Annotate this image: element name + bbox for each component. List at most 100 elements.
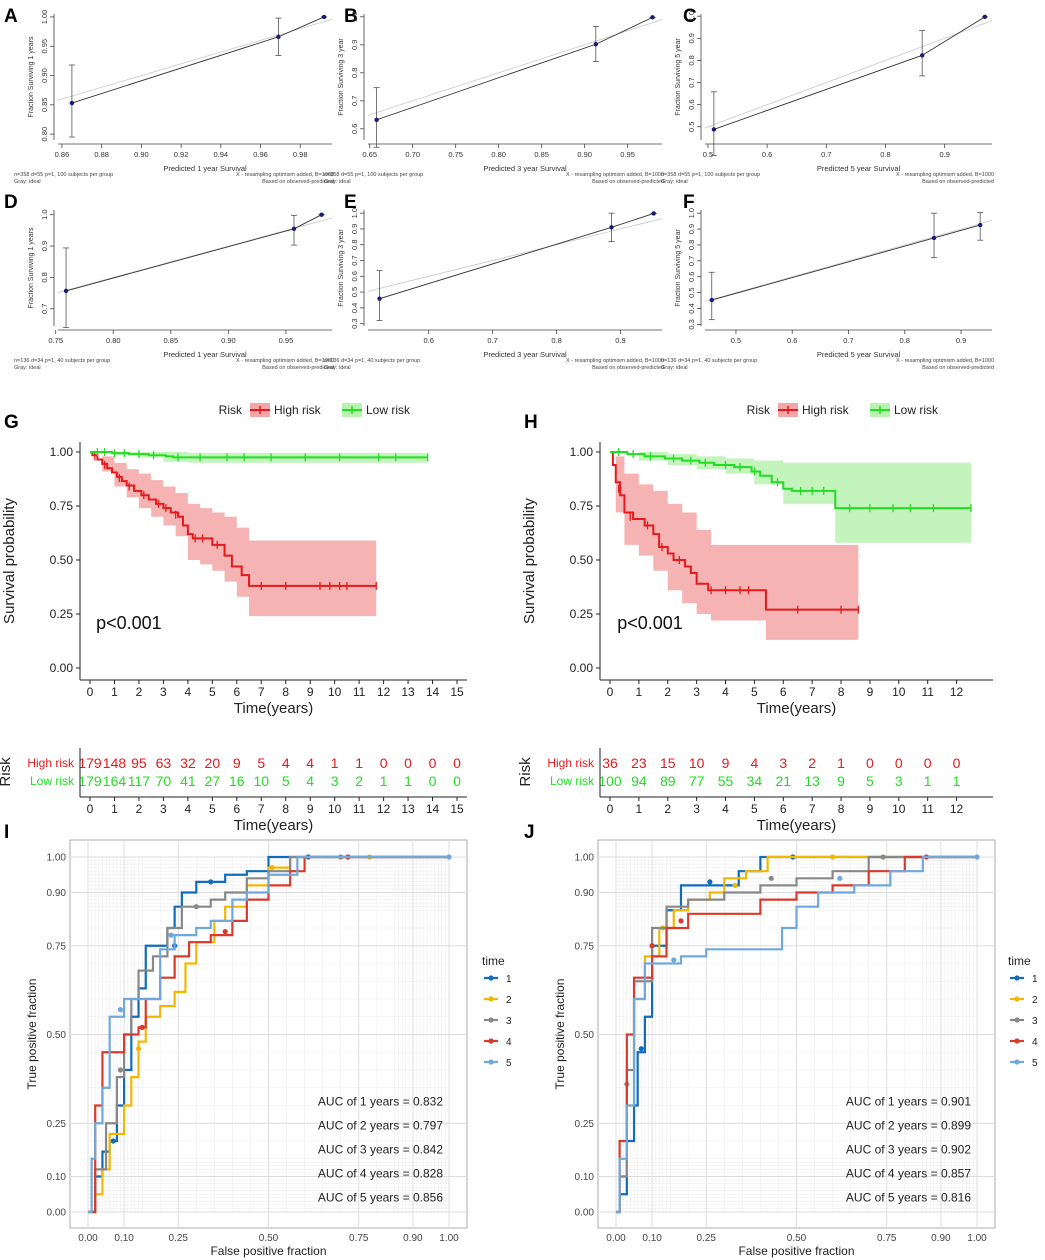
y-axis-title: Fraction Surviving 5 year (675, 38, 682, 116)
risk-x-tick-label: 10 (328, 802, 342, 816)
footer-note-right: Based on observed-predicted (592, 365, 664, 371)
y-tick-label: 0.00 (570, 661, 594, 675)
x-axis-title: Predicted 5 year Survival (817, 164, 901, 173)
calibration-plot-d: 0.75 0.80 0.85 0.90 0.95 0.7 0.8 0.9 1.0 Fraction… (14, 209, 334, 371)
panel-label-f: F (683, 192, 695, 213)
risk-count: 3 (895, 773, 903, 789)
x-tick-label: 0.5 (731, 336, 741, 345)
risk-count: 10 (253, 773, 269, 789)
risk-count: 0 (953, 755, 961, 771)
risk-x-tick-label: 8 (282, 802, 289, 816)
y-tick-label: 0.9 (350, 40, 359, 50)
footer-note-left: n=358 d=55 p=1, 100 subjects per group (14, 172, 113, 178)
x-tick-label: 0.50 (787, 1233, 807, 1244)
y-tick-label: 0.7 (40, 304, 49, 314)
y-tick-label: 0.80 (40, 127, 49, 142)
ideal-line (367, 19, 663, 116)
calibration-point (609, 225, 614, 230)
y-tick-label: 0.10 (575, 1172, 595, 1183)
footer-note-right: Based on observed-predicted (262, 179, 334, 185)
y-tick-label: 0.25 (570, 607, 594, 621)
x-tick-label: 0.10 (114, 1233, 134, 1244)
calibration-point (709, 297, 714, 303)
x-tick-label: 10 (328, 685, 342, 699)
roc-point (732, 882, 738, 889)
x-tick-label: 0.8 (900, 336, 910, 345)
legend-key-point (488, 975, 494, 981)
x-tick-label: 11 (353, 685, 366, 699)
risk-x-tick-label: 3 (693, 802, 700, 816)
risk-count: 13 (804, 773, 820, 789)
x-axis-title: Predicted 5 year Survival (817, 350, 901, 359)
footer-note-right: X - resampling optimism added, B=1000 (236, 172, 334, 178)
x-tick-label: 4 (185, 685, 192, 699)
risk-count: 4 (282, 755, 290, 771)
risk-x-tick-label: 10 (892, 802, 906, 816)
x-tick-label: 0.80 (491, 150, 506, 159)
risk-x-tick-label: 9 (307, 802, 314, 816)
panel-label-j: J (524, 822, 535, 843)
risk-count: 1 (331, 755, 339, 771)
survival-curve-high-risk (90, 451, 377, 587)
roc-point (678, 918, 684, 924)
y-tick-label: 0.9 (687, 33, 696, 43)
survival-curve-high-risk (610, 451, 859, 611)
footer-note-right: Based on observed-predicted (922, 365, 994, 371)
calibration-point (931, 235, 937, 241)
confidence-band-low-risk (610, 452, 971, 543)
survival-curve-low-risk (90, 451, 428, 459)
panel-label-e: E (344, 192, 357, 213)
calibration-line (713, 16, 986, 130)
risk-x-axis-title: Time(years) (234, 817, 313, 834)
roc-curve-3 (88, 855, 449, 1214)
risk-x-axis-title: Time(years) (757, 817, 836, 834)
x-axis-title: Predicted 3 year Survival (483, 164, 567, 173)
risk-count: 1 (404, 773, 412, 789)
risk-table-title: Risk (0, 757, 14, 787)
risk-x-tick-label: 1 (111, 802, 118, 816)
roc-plot-j: 0.00 0.10 0.25 0.50 0.75 0.90 1.00 0.00 0.10 0.25… (553, 839, 1038, 1258)
risk-count: 0 (429, 773, 437, 789)
x-tick-label: 0.8 (551, 336, 561, 345)
y-axis-title: Fraction Surviving 3 year (338, 38, 345, 116)
roc-point (135, 1046, 142, 1052)
x-axis-title: Predicted 3 year Survival (483, 350, 567, 359)
risk-x-tick-label: 11 (353, 802, 366, 816)
risk-count: 23 (631, 755, 647, 771)
x-tick-label: 0.90 (134, 150, 149, 159)
x-tick-label: 0.70 (405, 150, 420, 159)
y-tick-label: 0.6 (350, 271, 359, 281)
y-tick-label: 0.25 (575, 1119, 595, 1130)
y-tick-label: 0.75 (47, 941, 67, 952)
footer-note-right: X - resampling optimism added, B=1000 (566, 358, 664, 364)
footer-note-right: Based on observed-predicted (922, 179, 994, 185)
ideal-line (57, 217, 333, 293)
risk-count: 0 (380, 755, 388, 771)
risk-count: 41 (180, 773, 196, 789)
legend-key-point (488, 1059, 494, 1065)
x-tick-label: 15 (450, 685, 464, 699)
footer-note-right: X - resampling optimism added, B=1000 (896, 358, 994, 364)
calibration-point (651, 211, 656, 216)
legend-label: 4 (1032, 1037, 1038, 1048)
y-axis-title: Fraction Surviving 1 years (28, 227, 35, 308)
y-tick-label: 0.8 (350, 240, 359, 250)
risk-x-tick-label: 0 (607, 802, 614, 816)
risk-count: 1 (380, 773, 388, 789)
calibration-point (63, 288, 69, 294)
risk-count: 100 (598, 773, 622, 789)
risk-count: 34 (747, 773, 763, 789)
legend-label: 1 (1032, 974, 1038, 985)
legend-key-point (488, 1038, 494, 1044)
calibration-plot-a: 0.86 0.88 0.90 0.92 0.94 0.96 0.98 0.80 0.85 0.90… (14, 10, 334, 185)
confidence-band-high-risk (90, 452, 377, 617)
risk-x-tick-label: 15 (450, 802, 464, 816)
y-tick-label: 0.10 (47, 1172, 67, 1183)
legend-label: 3 (506, 1016, 512, 1027)
x-tick-label: 0.96 (253, 150, 268, 159)
y-tick-label: 0.7 (350, 96, 359, 106)
legend-key-point (1014, 1017, 1020, 1023)
risk-count: 95 (131, 755, 147, 771)
roc-point (830, 854, 836, 860)
y-tick-label: 0.50 (47, 1030, 67, 1041)
